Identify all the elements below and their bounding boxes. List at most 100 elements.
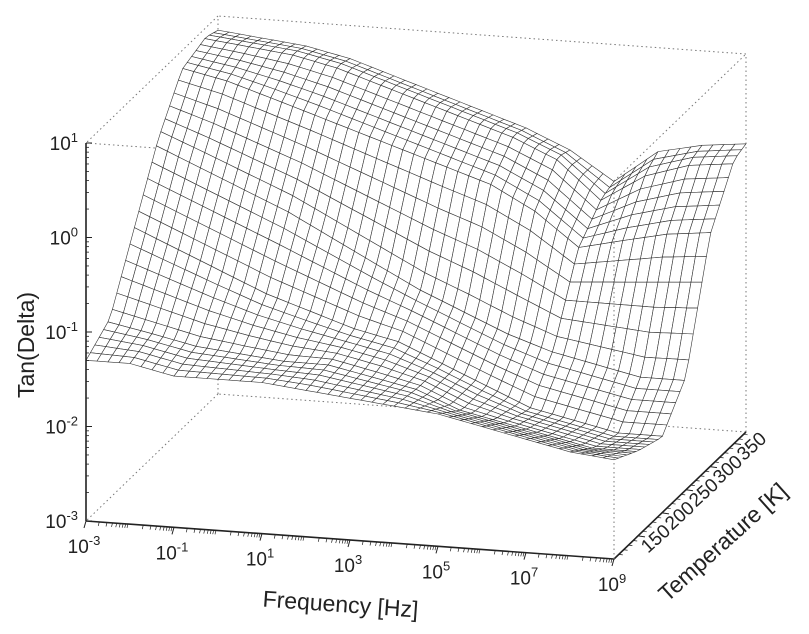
y-minor-tick (618, 554, 623, 556)
box-edge-bottom (217, 393, 747, 433)
y-minor-tick (681, 493, 686, 496)
x-tick (611, 558, 615, 567)
x-minor-tick (199, 529, 201, 534)
x-minor-tick (291, 535, 294, 540)
y-minor-tick (676, 498, 681, 500)
x-minor-tick (237, 531, 240, 537)
x-minor-tick (346, 539, 349, 544)
x-minor-tick (413, 544, 416, 549)
x-minor-tick (294, 536, 297, 541)
y-minor-tick (705, 470, 710, 473)
x-minor-tick (581, 556, 584, 561)
x-minor-tick (558, 555, 561, 560)
x-tick (523, 552, 527, 560)
x-tick-label: 10-3 (68, 533, 101, 558)
x-minor-tick (341, 539, 344, 544)
x-minor-tick (281, 535, 284, 540)
x-minor-tick (429, 545, 432, 550)
x-axis-title: Frequency [Hz] (262, 586, 419, 623)
x-minor-tick (493, 550, 496, 555)
x-tick-label: 109 (598, 571, 626, 596)
x-tick (259, 533, 263, 541)
x-minor-tick (478, 549, 481, 554)
x-minor-tick (317, 537, 320, 542)
x-minor-tick (566, 555, 569, 560)
x-tick (171, 527, 175, 535)
x-minor-tick (159, 526, 162, 531)
x-tick-label: 107 (510, 565, 538, 590)
x-minor-tick (379, 542, 382, 547)
x-minor-tick (511, 551, 514, 556)
x-minor-tick (564, 555, 567, 560)
mesh-cell (602, 456, 620, 461)
x-tick-label: 105 (422, 558, 450, 583)
x-minor-tick (185, 528, 188, 533)
z-tick-label: 10-2 (45, 414, 78, 439)
x-tick (435, 546, 439, 554)
y-axis-title: Temperature [K] (653, 478, 792, 607)
x-minor-tick (501, 550, 504, 556)
x-minor-tick (449, 547, 452, 552)
x-minor-tick (124, 523, 127, 528)
x-minor-tick (457, 547, 460, 552)
y-tick (685, 489, 694, 492)
y-minor-tick (714, 461, 719, 463)
x-tick (347, 539, 351, 548)
x-minor-tick (126, 523, 129, 529)
y-minor-tick (690, 484, 695, 486)
x-minor-tick (155, 525, 157, 531)
surface-mesh (85, 29, 747, 461)
x-minor-tick (253, 533, 256, 538)
x-minor-tick (599, 557, 602, 563)
y-minor-tick (724, 452, 729, 454)
y-minor-tick (738, 438, 743, 440)
x-minor-tick (369, 541, 372, 546)
x-minor-tick (258, 533, 261, 538)
z-axis-title: Tan(Delta) (13, 292, 39, 398)
y-minor-tick (695, 480, 700, 482)
x-minor-tick (434, 546, 437, 551)
x-minor-tick (555, 554, 558, 559)
y-minor-tick (623, 549, 628, 551)
y-minor-tick (633, 540, 638, 542)
x-minor-tick (243, 532, 245, 537)
x-minor-tick (229, 531, 232, 536)
x-minor-tick (212, 530, 215, 535)
z-tick-label: 10-3 (45, 508, 78, 533)
x-minor-tick (388, 542, 391, 547)
z-tick-label: 101 (50, 130, 78, 155)
x-minor-tick (517, 552, 520, 557)
x-minor-tick (382, 542, 385, 547)
x-minor-tick (325, 538, 328, 543)
x-minor-tick (545, 554, 548, 559)
y-tick (637, 535, 646, 538)
x-minor-tick (423, 545, 426, 550)
x-minor-tick (105, 522, 108, 527)
x-minor-tick (115, 523, 118, 528)
x-minor-tick (432, 545, 435, 551)
x-minor-tick (385, 542, 388, 547)
x-minor-tick (589, 557, 592, 562)
y-minor-tick (729, 447, 734, 450)
x-minor-tick (608, 558, 611, 563)
x-tick-label: 101 (246, 546, 274, 571)
x-minor-tick (375, 541, 377, 546)
x-minor-tick (551, 554, 553, 559)
x-minor-tick (300, 536, 303, 541)
x-minor-tick (602, 558, 605, 563)
y-minor-tick (666, 507, 671, 510)
x-minor-tick (203, 529, 206, 534)
x-minor-tick (168, 526, 171, 532)
x-minor-tick (335, 538, 338, 544)
x-minor-tick (467, 548, 470, 553)
x-minor-tick (162, 526, 165, 531)
x-minor-tick (522, 552, 525, 557)
x-minor-tick (419, 544, 421, 550)
x-minor-tick (247, 532, 250, 537)
x-minor-tick (514, 551, 517, 557)
x-minor-tick (302, 536, 305, 541)
x-minor-tick (170, 527, 173, 532)
z-tick-label: 100 (50, 225, 78, 250)
x-minor-tick (390, 542, 393, 548)
